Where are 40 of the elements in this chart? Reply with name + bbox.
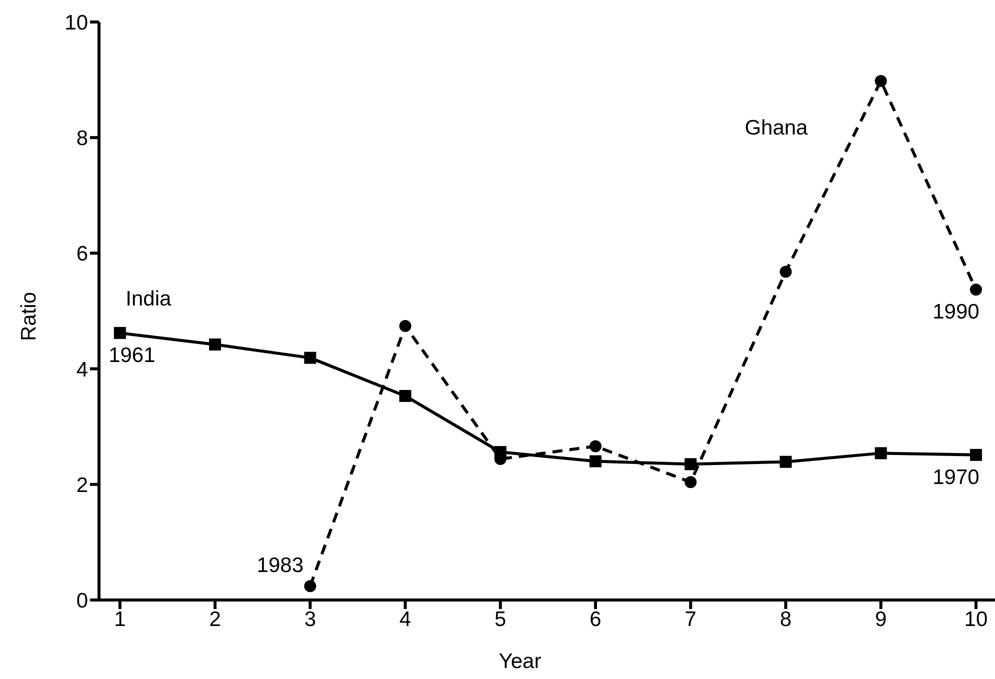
- x-tick-label: 10: [964, 608, 988, 631]
- point: [970, 284, 982, 296]
- x-tick-label: 1: [114, 608, 126, 631]
- point: [874, 74, 887, 87]
- point: [209, 338, 222, 351]
- x-axis-title: Year: [498, 650, 542, 673]
- point: [399, 320, 412, 332]
- point: [780, 266, 792, 278]
- x-tick-label: 3: [304, 608, 316, 631]
- point: [304, 580, 316, 592]
- point: [780, 456, 792, 468]
- annotation: 1990: [932, 300, 980, 324]
- point: [684, 476, 697, 488]
- x-tick-label: 6: [590, 608, 602, 631]
- point: [304, 352, 316, 364]
- point: [874, 447, 887, 460]
- annotation: 1961: [108, 344, 156, 367]
- x-tick-label: 2: [209, 608, 221, 631]
- point: [114, 326, 126, 339]
- point: [684, 458, 697, 470]
- y-tick-label: 4: [76, 358, 88, 382]
- y-tick-label: 10: [64, 11, 88, 34]
- series-label: India: [126, 288, 172, 311]
- point: [399, 390, 412, 402]
- series-label: Ghana: [744, 116, 808, 140]
- x-tick-label: 5: [494, 608, 506, 631]
- y-tick-label: 0: [76, 589, 88, 612]
- annotation: 1970: [932, 466, 980, 489]
- annotation: 1983: [256, 554, 304, 578]
- y-tick-label: 8: [76, 127, 88, 150]
- y-tick-label: 2: [76, 474, 88, 497]
- x-tick-label: 7: [684, 608, 696, 631]
- point: [590, 455, 602, 468]
- point: [970, 448, 982, 461]
- x-tick-label: 4: [399, 608, 412, 631]
- point: [590, 440, 602, 452]
- y-axis-title: Ratio: [17, 292, 40, 341]
- x-tick-label: 8: [780, 608, 792, 631]
- y-tick-label: 6: [76, 242, 88, 266]
- x-tick-label: 9: [875, 608, 887, 631]
